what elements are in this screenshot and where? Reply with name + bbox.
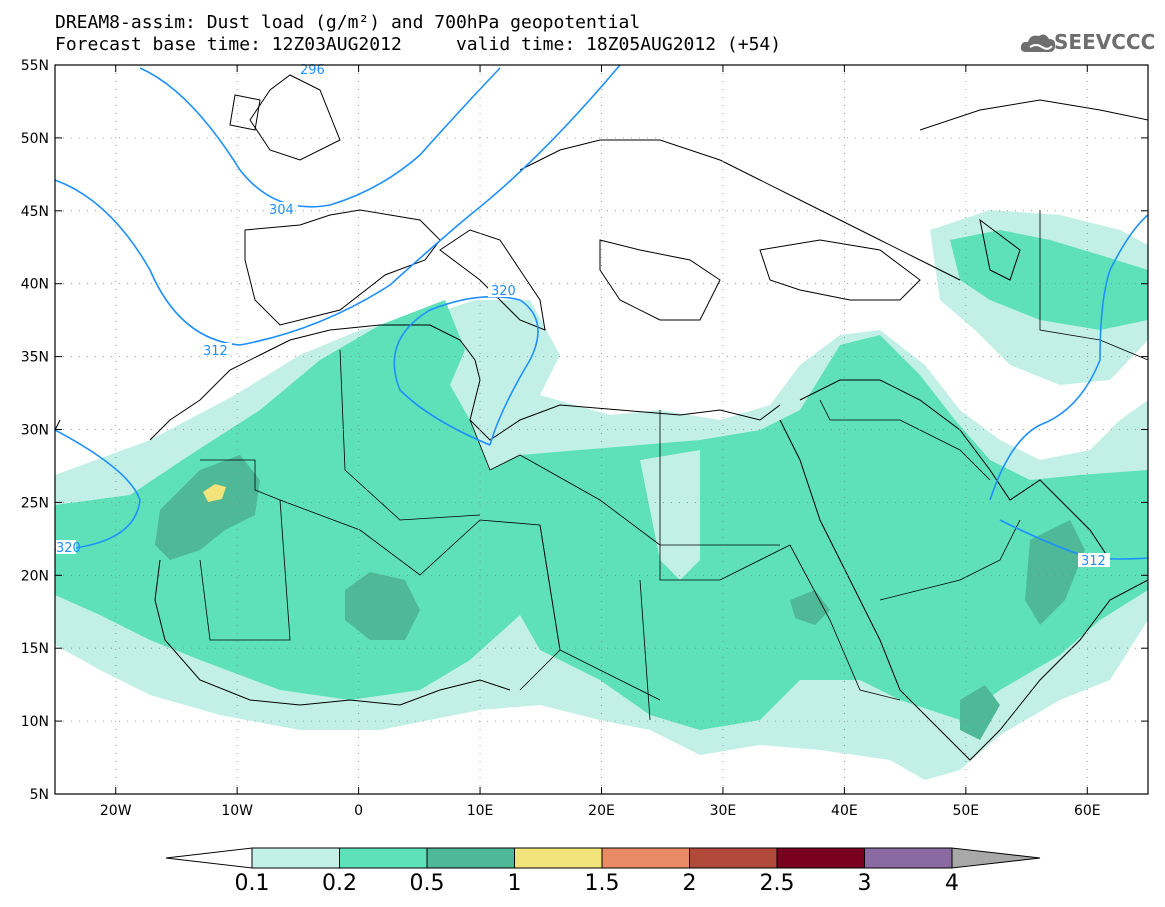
colorbar-segment <box>776 847 865 869</box>
contour-label: 312 <box>203 344 228 359</box>
lat-label: 20N <box>21 568 49 584</box>
colorbar-segment <box>426 847 515 869</box>
map-axes: 20W 10W 0 10E 20E 30E 40E 50E 60E 55N 50N 45N 40N 35N… <box>21 58 1148 819</box>
colorbar-min-arrow <box>165 847 253 869</box>
colorbar: 0.1 0.2 0.5 1 1.5 2 2.5 3 4 <box>165 847 1041 896</box>
lon-label: 10E <box>467 803 494 819</box>
colorbar-segment <box>339 847 428 869</box>
map-title: DREAM8-assim: Dust load (g/m²) and 700hP… <box>55 12 641 33</box>
colorbar-segment <box>514 847 603 869</box>
forecast-times: Forecast base time: 12Z03AUG2012 valid t… <box>55 34 782 55</box>
colorbar-tick-label: 3 <box>858 871 872 896</box>
lon-label: 40E <box>831 803 858 819</box>
colorbar-segment <box>251 847 340 869</box>
lat-label: 5N <box>30 787 49 803</box>
contour-label: 320 <box>56 541 81 556</box>
dust-patch-dense <box>345 572 420 640</box>
lat-label: 40N <box>21 277 49 293</box>
lat-label: 35N <box>21 350 49 366</box>
dust-band-medium-east <box>950 230 1148 330</box>
coastlines <box>55 74 1148 761</box>
lon-label: 20E <box>588 803 615 819</box>
lat-label: 55N <box>21 58 49 74</box>
colorbar-segment <box>601 847 690 869</box>
logo-text: SEEVCCC <box>1054 30 1156 54</box>
lat-label: 10N <box>21 714 49 730</box>
dust-patch-peak <box>203 484 226 502</box>
contour-label: 304 <box>269 203 294 218</box>
cloud-logo-icon <box>1020 34 1056 52</box>
colorbar-tick-label: 0.2 <box>322 871 357 896</box>
colorbar-tick-label: 2.5 <box>760 871 795 896</box>
lat-label: 45N <box>21 204 49 220</box>
contour-label: 320 <box>491 284 516 299</box>
dust-patch-dense <box>1025 520 1085 625</box>
lon-label: 30E <box>710 803 737 819</box>
colorbar-segment <box>864 847 953 869</box>
contour-labels: 296 304 312 320 320 312 <box>56 62 1110 569</box>
dust-patch-dense <box>790 590 830 625</box>
colorbar-max-arrow <box>951 847 1041 869</box>
lon-label: 20W <box>100 803 132 819</box>
colorbar-tick-label: 0.1 <box>235 871 270 896</box>
colorbar-tick-label: 1.5 <box>585 871 620 896</box>
country-borders <box>199 210 1148 721</box>
lat-label: 25N <box>21 495 49 511</box>
colorbar-tick-label: 0.5 <box>410 871 445 896</box>
lat-label: 15N <box>21 641 49 657</box>
colorbar-tick-label: 1 <box>508 871 522 896</box>
colorbar-tick-label: 4 <box>945 871 959 896</box>
colorbar-segment <box>689 847 778 869</box>
dust-band-medium <box>55 300 1148 730</box>
light-gap-libya <box>640 450 700 580</box>
colorbar-tick-label: 2 <box>683 871 697 896</box>
dust-patch-dense <box>960 685 1000 740</box>
lon-label: 60E <box>1074 803 1101 819</box>
lon-label: 10W <box>221 803 253 819</box>
contour-label: 296 <box>300 63 325 78</box>
lon-label: 50E <box>952 803 979 819</box>
lat-label: 30N <box>21 423 49 439</box>
lat-label: 50N <box>21 131 49 147</box>
lon-label: 0 <box>354 803 363 819</box>
map-field <box>55 65 1148 794</box>
contour-label: 312 <box>1081 554 1106 569</box>
dust-patch-dense <box>155 455 260 560</box>
